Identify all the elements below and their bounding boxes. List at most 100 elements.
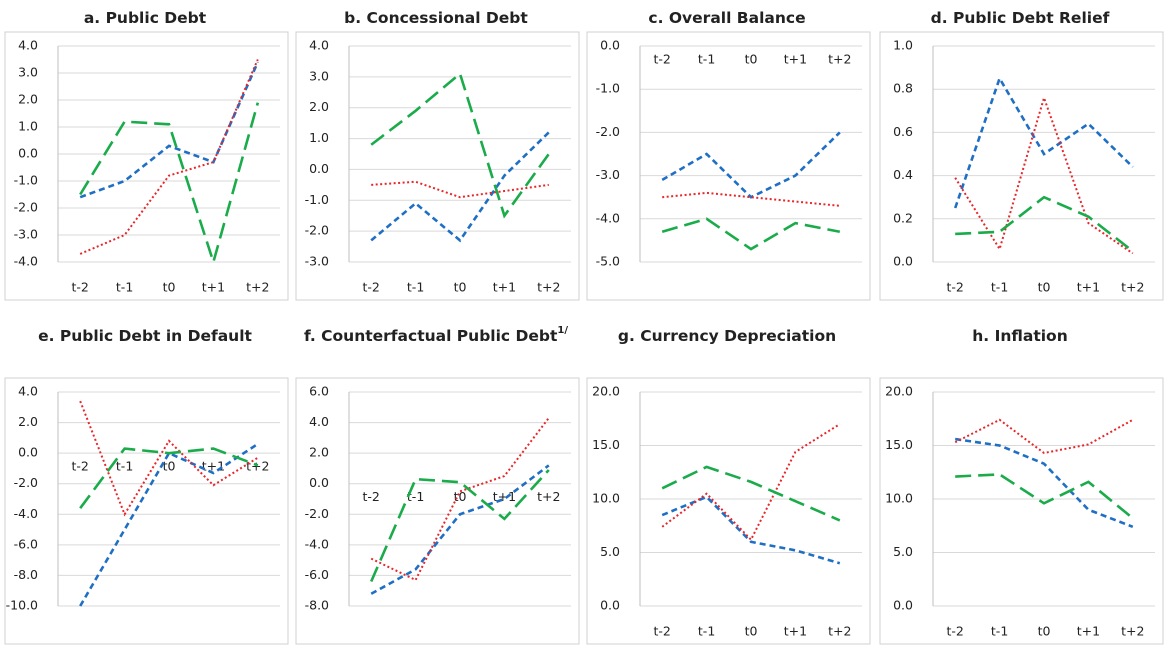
y-tick-label: 0.8 — [893, 81, 913, 96]
chart-title: f. Counterfactual Public Debt1/ — [304, 325, 568, 345]
x-tick-label: t-2 — [363, 280, 380, 295]
chart-panel: g. Currency Depreciation 0.0 5.0 10.0 15.0 20… — [586, 327, 871, 645]
y-tick-label: 0.0 — [893, 598, 913, 613]
x-tick-label: t+2 — [1121, 624, 1144, 639]
plot-frame — [586, 31, 871, 301]
y-tick-label: 5.0 — [893, 544, 913, 559]
y-tick-label: -4.0 — [305, 536, 329, 551]
x-tick-label: t+2 — [828, 52, 851, 67]
y-tick-label: -10.0 — [6, 598, 38, 613]
x-tick-label: t-1 — [698, 624, 715, 639]
x-tick-label: t0 — [163, 459, 176, 474]
x-tick-label: t+1 — [1077, 624, 1100, 639]
plot-frame — [295, 31, 580, 301]
y-tick-label: 10.0 — [592, 491, 620, 506]
title-text: b. Concessional Debt — [344, 9, 528, 27]
x-tick-label: t-1 — [407, 489, 424, 504]
plot-frame — [4, 377, 289, 645]
series-line — [661, 465, 841, 522]
y-tick-label: -3.0 — [14, 227, 38, 242]
x-tick-label: t-1 — [991, 280, 1008, 295]
x-tick-label: t-2 — [654, 52, 671, 67]
y-tick-label: 2.0 — [309, 445, 329, 460]
series-line — [661, 131, 841, 199]
x-tick-label: t0 — [1038, 280, 1051, 295]
y-tick-label: 2.0 — [309, 99, 329, 114]
series-line — [370, 464, 550, 595]
y-tick-label: 0.6 — [893, 124, 913, 139]
series-line — [661, 495, 841, 565]
x-tick-label: t-1 — [407, 280, 424, 295]
title-text: f. Counterfactual Public Debt — [304, 327, 558, 345]
y-tick-label: 0.0 — [600, 38, 620, 53]
y-tick-label: 5.0 — [600, 544, 620, 559]
x-tick-label: t-2 — [654, 624, 671, 639]
y-tick-label: -8.0 — [14, 567, 38, 582]
y-tick-label: 3.0 — [309, 68, 329, 83]
y-tick-label: 0.0 — [18, 146, 38, 161]
chart-panel: h. Inflation 0.0 5.0 10.0 15.0 20.0 t-2 t-1 t0 t+… — [879, 327, 1164, 645]
series-line — [79, 59, 259, 255]
x-tick-label: t+2 — [537, 280, 560, 295]
series-line — [370, 469, 550, 583]
y-tick-label: 0.2 — [893, 210, 913, 225]
chart-panel: a. Public Debt -4.0 -3.0 -2.0 -1.0 0.0 1.0 2.0 3… — [4, 9, 289, 301]
y-tick-label: -2.0 — [14, 475, 38, 490]
x-tick-label: t-1 — [116, 459, 133, 474]
title-text: h. Inflation — [972, 327, 1067, 345]
series-line — [79, 61, 259, 199]
plot-frame — [879, 31, 1164, 301]
y-tick-label: 20.0 — [885, 384, 913, 399]
chart-panel: b. Concessional Debt -3.0 -2.0 -1.0 0.0 1.0 2.… — [295, 9, 580, 301]
y-tick-label: 4.0 — [309, 38, 329, 53]
y-tick-label: -2.0 — [305, 506, 329, 521]
x-tick-label: t-2 — [363, 489, 380, 504]
x-tick-label: t0 — [454, 280, 467, 295]
series-line — [955, 195, 1134, 253]
y-tick-label: 2.0 — [18, 92, 38, 107]
y-tick-label: 2.0 — [18, 414, 38, 429]
x-tick-label: t+2 — [246, 459, 269, 474]
x-tick-label: t0 — [745, 624, 758, 639]
series-line — [370, 71, 550, 219]
y-tick-label: 20.0 — [592, 384, 620, 399]
x-tick-label: t0 — [745, 52, 758, 67]
y-tick-label: -2.0 — [14, 200, 38, 215]
y-tick-label: 1.0 — [18, 119, 38, 134]
chart-title: a. Public Debt — [84, 9, 207, 27]
y-tick-label: -4.0 — [14, 254, 38, 269]
chart-panel: d. Public Debt Relief 0.0 0.2 0.4 0.6 0.8 1.0 t… — [879, 9, 1164, 301]
chart-title: h. Inflation — [972, 327, 1067, 345]
plot-frame — [4, 31, 289, 301]
y-tick-label: -8.0 — [305, 598, 329, 613]
x-tick-label: t+1 — [784, 624, 807, 639]
series-line — [79, 447, 259, 509]
plot-frame — [586, 377, 871, 645]
chart-panel: e. Public Debt in Default -10.0 -8.0 -6.0 -4… — [4, 327, 289, 645]
series-line — [370, 417, 550, 582]
plot-frame — [295, 377, 580, 645]
y-tick-label: 1.0 — [893, 38, 913, 53]
x-tick-label: t-2 — [947, 280, 964, 295]
y-tick-label: 6.0 — [309, 384, 329, 399]
y-tick-label: 0.0 — [309, 161, 329, 176]
x-tick-label: t0 — [1038, 624, 1051, 639]
series-line — [953, 75, 1134, 209]
x-tick-label: t-2 — [72, 280, 89, 295]
y-tick-label: -2.0 — [596, 124, 620, 139]
x-tick-label: t+2 — [1121, 280, 1144, 295]
y-tick-label: 10.0 — [885, 491, 913, 506]
x-tick-label: t-1 — [698, 52, 715, 67]
title-text: g. Currency Depreciation — [618, 327, 836, 345]
chart-panel: c. Overall Balance -5.0 -4.0 -3.0 -2.0 -1.0 0.… — [586, 9, 871, 301]
x-tick-label: t0 — [454, 489, 467, 504]
series-line — [955, 437, 1134, 529]
y-tick-label: 15.0 — [885, 437, 913, 452]
x-tick-label: t+1 — [202, 459, 225, 474]
title-text: d. Public Debt Relief — [931, 9, 1110, 27]
y-tick-label: 0.0 — [893, 254, 913, 269]
y-tick-label: 3.0 — [18, 65, 38, 80]
chart-title: e. Public Debt in Default — [38, 327, 252, 345]
